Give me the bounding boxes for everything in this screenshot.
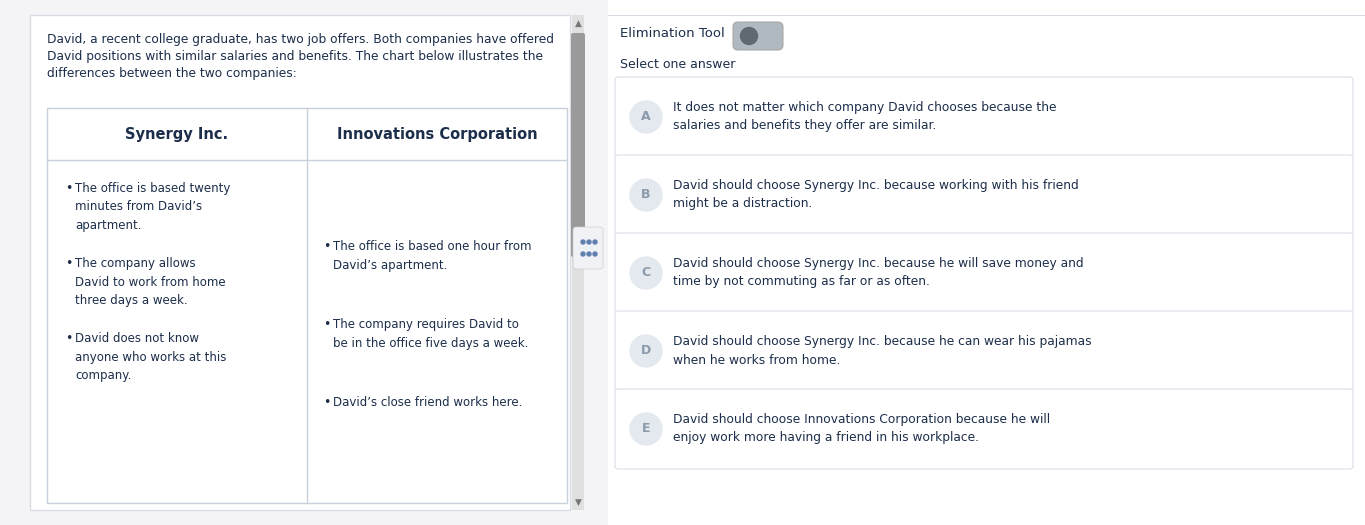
Text: C: C xyxy=(642,267,651,279)
Text: Elimination Tool: Elimination Tool xyxy=(620,27,725,40)
Text: David positions with similar salaries and benefits. The chart below illustrates : David positions with similar salaries an… xyxy=(46,50,543,63)
Text: Innovations Corporation: Innovations Corporation xyxy=(337,127,538,142)
Circle shape xyxy=(592,240,597,244)
Circle shape xyxy=(631,257,662,289)
Text: David should choose Synergy Inc. because he can wear his pajamas
when he works f: David should choose Synergy Inc. because… xyxy=(673,335,1092,366)
FancyBboxPatch shape xyxy=(607,0,1365,525)
Text: •: • xyxy=(324,318,330,331)
FancyBboxPatch shape xyxy=(616,77,1353,157)
FancyBboxPatch shape xyxy=(571,33,586,257)
FancyBboxPatch shape xyxy=(616,233,1353,313)
Text: Synergy Inc.: Synergy Inc. xyxy=(126,127,228,142)
FancyBboxPatch shape xyxy=(46,108,566,503)
Text: The office is based one hour from
David’s apartment.: The office is based one hour from David’… xyxy=(333,240,531,271)
Text: David should choose Synergy Inc. because working with his friend
might be a dist: David should choose Synergy Inc. because… xyxy=(673,180,1078,211)
Circle shape xyxy=(631,335,662,367)
Text: David should choose Synergy Inc. because he will save money and
time by not comm: David should choose Synergy Inc. because… xyxy=(673,257,1084,289)
Text: David, a recent college graduate, has two job offers. Both companies have offere: David, a recent college graduate, has tw… xyxy=(46,33,554,46)
Text: The office is based twenty
minutes from David’s
apartment.: The office is based twenty minutes from … xyxy=(75,182,231,232)
Circle shape xyxy=(581,240,586,244)
Text: •: • xyxy=(66,332,72,345)
Text: David’s close friend works here.: David’s close friend works here. xyxy=(333,396,523,409)
Circle shape xyxy=(631,101,662,133)
Text: E: E xyxy=(642,423,650,436)
Text: D: D xyxy=(642,344,651,358)
Text: •: • xyxy=(324,240,330,253)
Text: •: • xyxy=(66,182,72,195)
Text: differences between the two companies:: differences between the two companies: xyxy=(46,67,296,80)
Text: A: A xyxy=(642,110,651,123)
Circle shape xyxy=(631,413,662,445)
Text: ▲: ▲ xyxy=(575,18,581,27)
Text: Select one answer: Select one answer xyxy=(620,58,736,71)
Circle shape xyxy=(587,240,591,244)
Circle shape xyxy=(631,179,662,211)
FancyBboxPatch shape xyxy=(616,311,1353,391)
Text: The company requires David to
be in the office five days a week.: The company requires David to be in the … xyxy=(333,318,528,350)
Circle shape xyxy=(581,252,586,256)
Text: •: • xyxy=(66,257,72,270)
Circle shape xyxy=(740,27,758,45)
Text: David does not know
anyone who works at this
company.: David does not know anyone who works at … xyxy=(75,332,227,382)
Text: The company allows
David to work from home
three days a week.: The company allows David to work from ho… xyxy=(75,257,225,307)
FancyBboxPatch shape xyxy=(616,389,1353,469)
FancyBboxPatch shape xyxy=(616,155,1353,235)
Text: B: B xyxy=(642,188,651,202)
Circle shape xyxy=(592,252,597,256)
Circle shape xyxy=(587,252,591,256)
Text: David should choose Innovations Corporation because he will
enjoy work more havi: David should choose Innovations Corporat… xyxy=(673,414,1050,445)
FancyBboxPatch shape xyxy=(733,22,784,50)
FancyBboxPatch shape xyxy=(573,227,603,269)
Text: It does not matter which company David chooses because the
salaries and benefits: It does not matter which company David c… xyxy=(673,101,1057,132)
FancyBboxPatch shape xyxy=(30,15,571,510)
Text: ▼: ▼ xyxy=(575,498,581,507)
Text: •: • xyxy=(324,396,330,409)
FancyBboxPatch shape xyxy=(572,15,584,510)
